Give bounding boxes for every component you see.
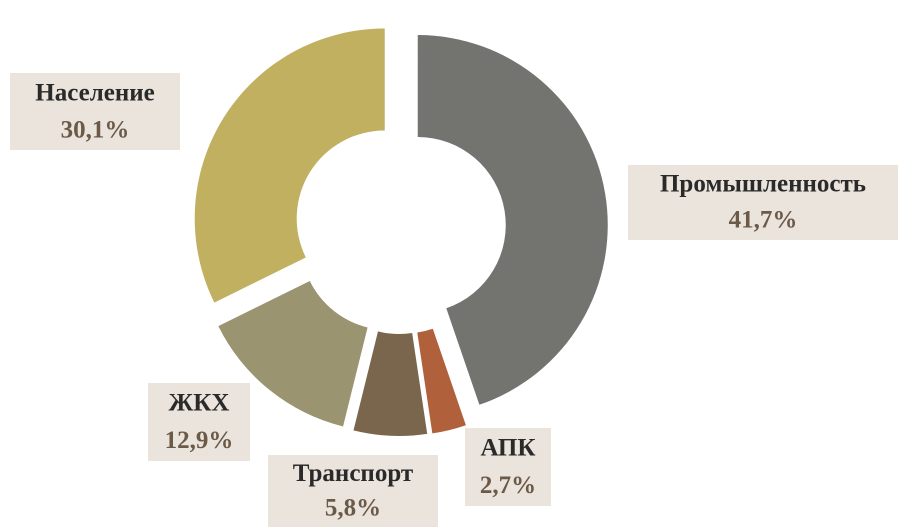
value-label: 41,7% xyxy=(729,207,798,234)
label-box xyxy=(10,73,180,150)
category-label: Население xyxy=(35,79,154,106)
value-label: 30,1% xyxy=(61,116,130,143)
donut-segment xyxy=(417,328,466,434)
donut-segment xyxy=(218,280,368,427)
label-box xyxy=(628,165,898,240)
category-label: Транспорт xyxy=(293,460,413,487)
value-label: 2,7% xyxy=(480,472,536,499)
donut-segment xyxy=(417,35,608,405)
category-label: Промышленность xyxy=(660,171,866,198)
label-box xyxy=(148,383,250,461)
category-label: АПК xyxy=(480,435,535,462)
value-label: 12,9% xyxy=(165,427,234,454)
donut-segment xyxy=(353,331,428,436)
label-box xyxy=(465,428,551,506)
category-label: ЖКХ xyxy=(169,390,230,417)
value-label: 5,8% xyxy=(325,494,381,521)
donut-segment xyxy=(194,28,385,303)
label-box xyxy=(268,455,438,527)
